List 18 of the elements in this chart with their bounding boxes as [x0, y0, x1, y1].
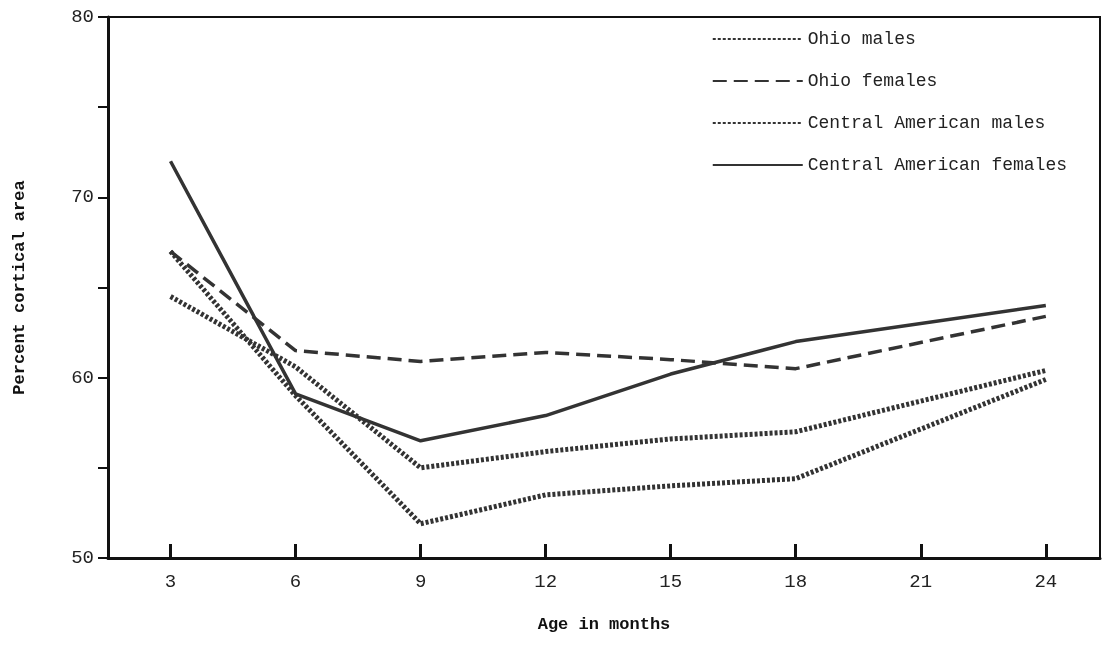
legend-label: Central American males — [807, 113, 1046, 133]
x-tick-label: 6 — [289, 570, 302, 593]
x-tick-label: 12 — [534, 570, 558, 593]
x-tick-label: 3 — [164, 570, 177, 593]
y-tick-label: 80 — [71, 6, 94, 28]
legend-label: Ohio females — [807, 71, 938, 91]
x-tick-label: 21 — [909, 570, 933, 593]
x-axis-title: Age in months — [537, 615, 671, 634]
legend-label: Central American females — [807, 155, 1068, 175]
y-tick-label: 70 — [71, 186, 94, 209]
x-tick-label: 24 — [1034, 570, 1058, 593]
y-tick-label: 50 — [71, 547, 94, 569]
x-tick-label: 15 — [659, 570, 683, 593]
legend-label: Ohio males — [807, 29, 916, 49]
x-tick-label: 18 — [784, 570, 808, 593]
x-tick-label: 9 — [414, 570, 427, 593]
y-tick-label: 60 — [71, 366, 94, 389]
y-axis-title: Percent cortical area — [10, 180, 29, 395]
